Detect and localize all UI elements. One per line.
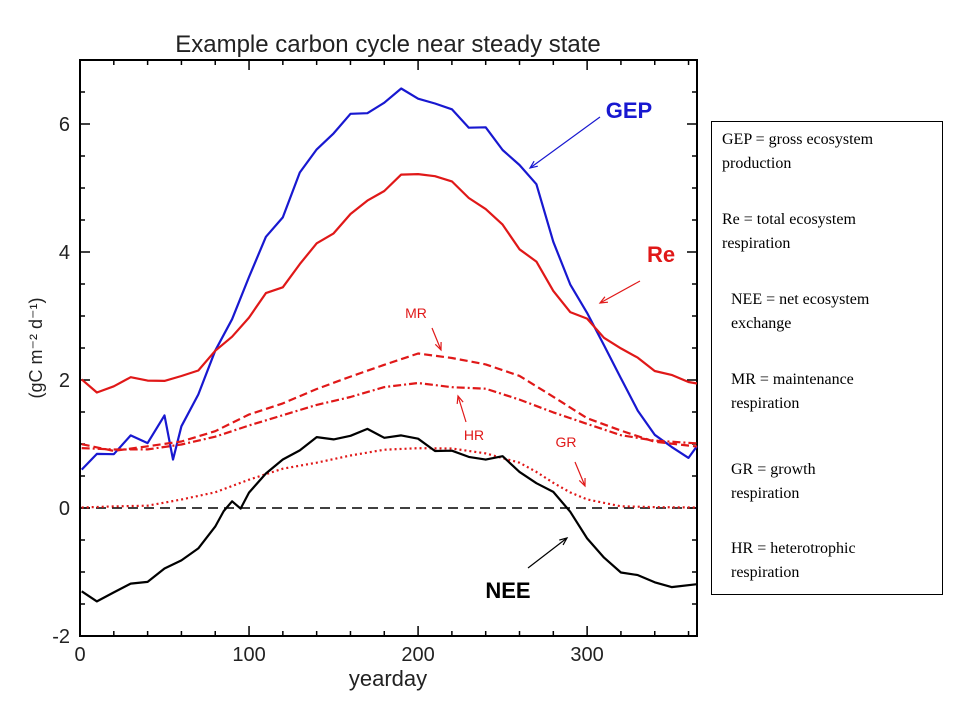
legend-text: respiration: [731, 395, 800, 412]
legend-entry-hr: HR = heterotrophic respiration: [731, 537, 856, 585]
legend-text: production: [722, 155, 792, 172]
y-tick-label: 6: [59, 114, 70, 136]
x-tick-label: 0: [74, 644, 85, 666]
legend-text: respiration: [731, 564, 800, 581]
legend-entry-gep: GEP = gross ecosystem production: [722, 128, 873, 176]
definitions-legend: GEP = gross ecosystem production Re = to…: [711, 121, 943, 595]
annotation-arrow-re: [599, 280, 641, 304]
y-axis-label: (gC m⁻² d⁻¹): [26, 298, 46, 399]
annotation-arrowhead-gr: [578, 477, 586, 488]
annotation-label-gr: GR: [556, 434, 577, 450]
annotation-arrow-mr: [431, 327, 442, 351]
series-hr-line: [81, 381, 698, 451]
series-mr-line: [81, 352, 698, 452]
annotation-label-mr: MR: [405, 305, 427, 321]
x-tick-label: 200: [401, 644, 434, 666]
series-nee-line: [81, 427, 698, 603]
annotation-label-gep: GEP: [606, 98, 652, 123]
annotation-label-hr: HR: [464, 427, 484, 443]
legend-text: GR = growth: [731, 461, 816, 478]
legend-entry-nee: NEE = net ecosystem exchange: [731, 288, 869, 336]
annotation-arrow-gr: [574, 461, 586, 487]
annotation-arrowhead-gep: [528, 160, 538, 169]
series-re-line: [80, 173, 698, 394]
y-tick-label: 2: [59, 370, 70, 392]
series-gr-line: [81, 447, 698, 509]
x-axis-label: yearday: [349, 666, 427, 691]
legend-entry-re: Re = total ecosystem respiration: [722, 208, 856, 256]
annotation-arrowhead-hr: [456, 394, 464, 405]
legend-text: respiration: [731, 485, 800, 502]
legend-text: exchange: [731, 315, 792, 332]
chart-title: Example carbon cycle near steady state: [175, 31, 601, 58]
legend-text: GEP = gross ecosystem: [722, 131, 874, 148]
legend-text: NEE = net ecosystem: [731, 291, 870, 308]
y-tick-label: 0: [59, 498, 70, 520]
x-tick-label: 300: [570, 644, 603, 666]
annotation-arrowhead-mr: [434, 341, 442, 352]
legend-text: MR = maintenance: [731, 371, 854, 388]
series-gep-line: [80, 87, 698, 471]
legend-text: respiration: [722, 235, 791, 252]
annotation-arrow-hr: [457, 395, 467, 423]
annotation-arrow-gep: [529, 116, 601, 169]
y-tick-label: -2: [52, 626, 70, 648]
y-tick-label: 4: [59, 242, 70, 264]
legend-entry-gr: GR = growth respiration: [731, 458, 816, 506]
annotation-arrowhead-re: [598, 296, 609, 304]
annotation-arrowhead-nee: [559, 537, 569, 546]
annotation-arrow-nee: [527, 537, 568, 569]
x-tick-label: 100: [232, 644, 265, 666]
legend-entry-mr: MR = maintenance respiration: [731, 368, 854, 416]
annotation-label-re: Re: [647, 242, 675, 267]
legend-text: Re = total ecosystem: [722, 211, 856, 228]
legend-text: HR = heterotrophic: [731, 540, 856, 557]
annotation-label-nee: NEE: [485, 578, 530, 603]
